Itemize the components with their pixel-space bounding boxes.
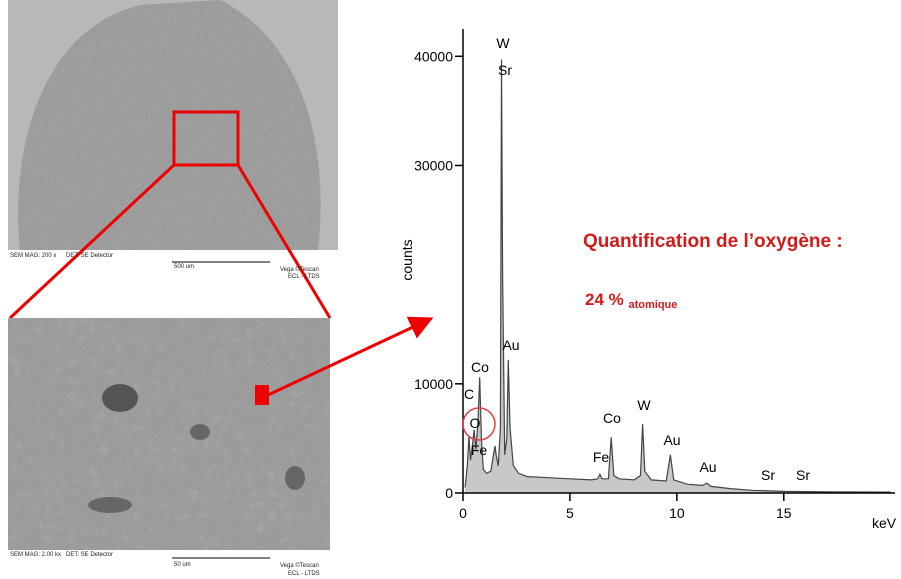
peak-label: Fe <box>471 442 488 458</box>
y-tick-label: 30000 <box>414 157 453 173</box>
peak-label: Au <box>663 432 680 448</box>
peak-label: Au <box>699 459 716 475</box>
y-axis-label: counts <box>399 239 415 280</box>
y-tick-label: 0 <box>445 485 453 501</box>
peak-label: Fe <box>593 449 610 465</box>
x-tick-label: 0 <box>459 505 467 521</box>
sem-image-bottom <box>8 316 434 579</box>
sem-image-top <box>8 0 338 320</box>
spectrum-line <box>464 59 891 493</box>
sem-scale: 500 um <box>174 264 194 270</box>
sem-det: DET: SE Detector <box>66 552 113 558</box>
peak-label: C <box>464 386 474 402</box>
peak-label: Co <box>471 359 489 375</box>
sem-brand: Vega ©Tescan <box>280 562 319 569</box>
peak-label: O <box>470 415 481 431</box>
value: 24 % <box>585 290 624 309</box>
peak-label: W <box>496 35 510 51</box>
spectrum-area <box>465 59 891 493</box>
highlight-circle <box>462 407 496 441</box>
peak-label: Sr <box>761 467 775 483</box>
peak-label: Au <box>502 337 519 353</box>
sem-det: DET: SE Detector <box>66 253 113 259</box>
annotation-title: Quantification de l’oxygène : <box>583 231 843 252</box>
unit: atomique <box>628 299 677 311</box>
x-tick-label: 10 <box>669 505 685 521</box>
x-tick-label: 5 <box>566 505 574 521</box>
sem-lab: ECL - LTDS <box>288 274 320 280</box>
x-axis-label: keV <box>872 515 897 531</box>
peak-label: Sr <box>498 62 512 78</box>
sem-lab: ECL - LTDS <box>288 571 320 577</box>
y-tick-label: 10000 <box>414 376 453 392</box>
x-tick-label: 15 <box>776 505 792 521</box>
sem-mag: SEM MAG: 200 x <box>10 253 56 259</box>
sem-mag: SEM MAG: 2.00 kx <box>10 552 61 558</box>
annotation-value: 24 % atomique <box>585 290 677 311</box>
peak-label: Co <box>603 410 621 426</box>
sem-brand: Vega ©Tescan <box>280 266 319 273</box>
sem-scale: 50 um <box>174 562 191 568</box>
peak-label: W <box>637 397 651 413</box>
spectrum-chart: 0 10000 30000 40000 0 5 10 15 W Sr Co Au CO Fe Fe Co W Au… <box>414 29 895 521</box>
y-tick-label: 40000 <box>414 48 453 64</box>
peak-label: Sr <box>796 467 810 483</box>
